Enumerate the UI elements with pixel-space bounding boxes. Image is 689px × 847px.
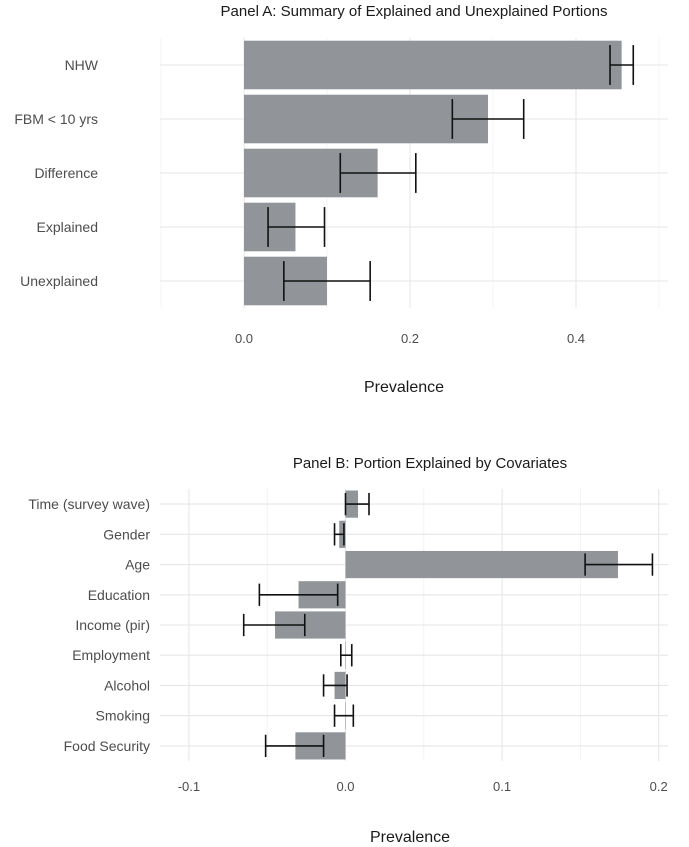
bar xyxy=(345,550,618,579)
x-tick-label: -0.1 xyxy=(178,779,200,794)
panel-b: Panel B: Portion Explained by Covariates… xyxy=(28,455,668,846)
x-tick-label: 0.0 xyxy=(336,779,354,794)
category-label: Difference xyxy=(34,165,98,181)
bar xyxy=(244,94,489,144)
category-label: NHW xyxy=(65,57,99,73)
category-label: FBM < 10 yrs xyxy=(14,111,98,127)
x-tick-label: 0.4 xyxy=(567,331,585,346)
category-label: Alcohol xyxy=(104,677,150,693)
category-label: Gender xyxy=(103,526,150,542)
x-tick-label: 0.2 xyxy=(650,779,668,794)
x-tick-label: 0.1 xyxy=(493,779,511,794)
x-axis-label: Prevalence xyxy=(364,379,444,396)
category-label: Smoking xyxy=(96,708,150,724)
category-label: Time (survey wave) xyxy=(28,496,150,512)
panel-title: Panel B: Portion Explained by Covariates xyxy=(293,455,567,472)
x-tick-label: 0.2 xyxy=(401,331,419,346)
panel-a: Panel A: Summary of Explained and Unexpl… xyxy=(14,3,668,396)
panel-title: Panel A: Summary of Explained and Unexpl… xyxy=(221,3,608,20)
category-label: Age xyxy=(125,557,150,573)
category-label: Food Security xyxy=(64,738,150,754)
x-tick-label: 0.0 xyxy=(235,331,253,346)
bar xyxy=(244,40,622,90)
x-axis-label: Prevalence xyxy=(370,829,450,846)
category-label: Education xyxy=(88,587,150,603)
category-label: Employment xyxy=(72,647,150,663)
category-label: Unexplained xyxy=(20,273,98,289)
category-label: Explained xyxy=(37,219,99,235)
category-label: Income (pir) xyxy=(75,617,150,633)
